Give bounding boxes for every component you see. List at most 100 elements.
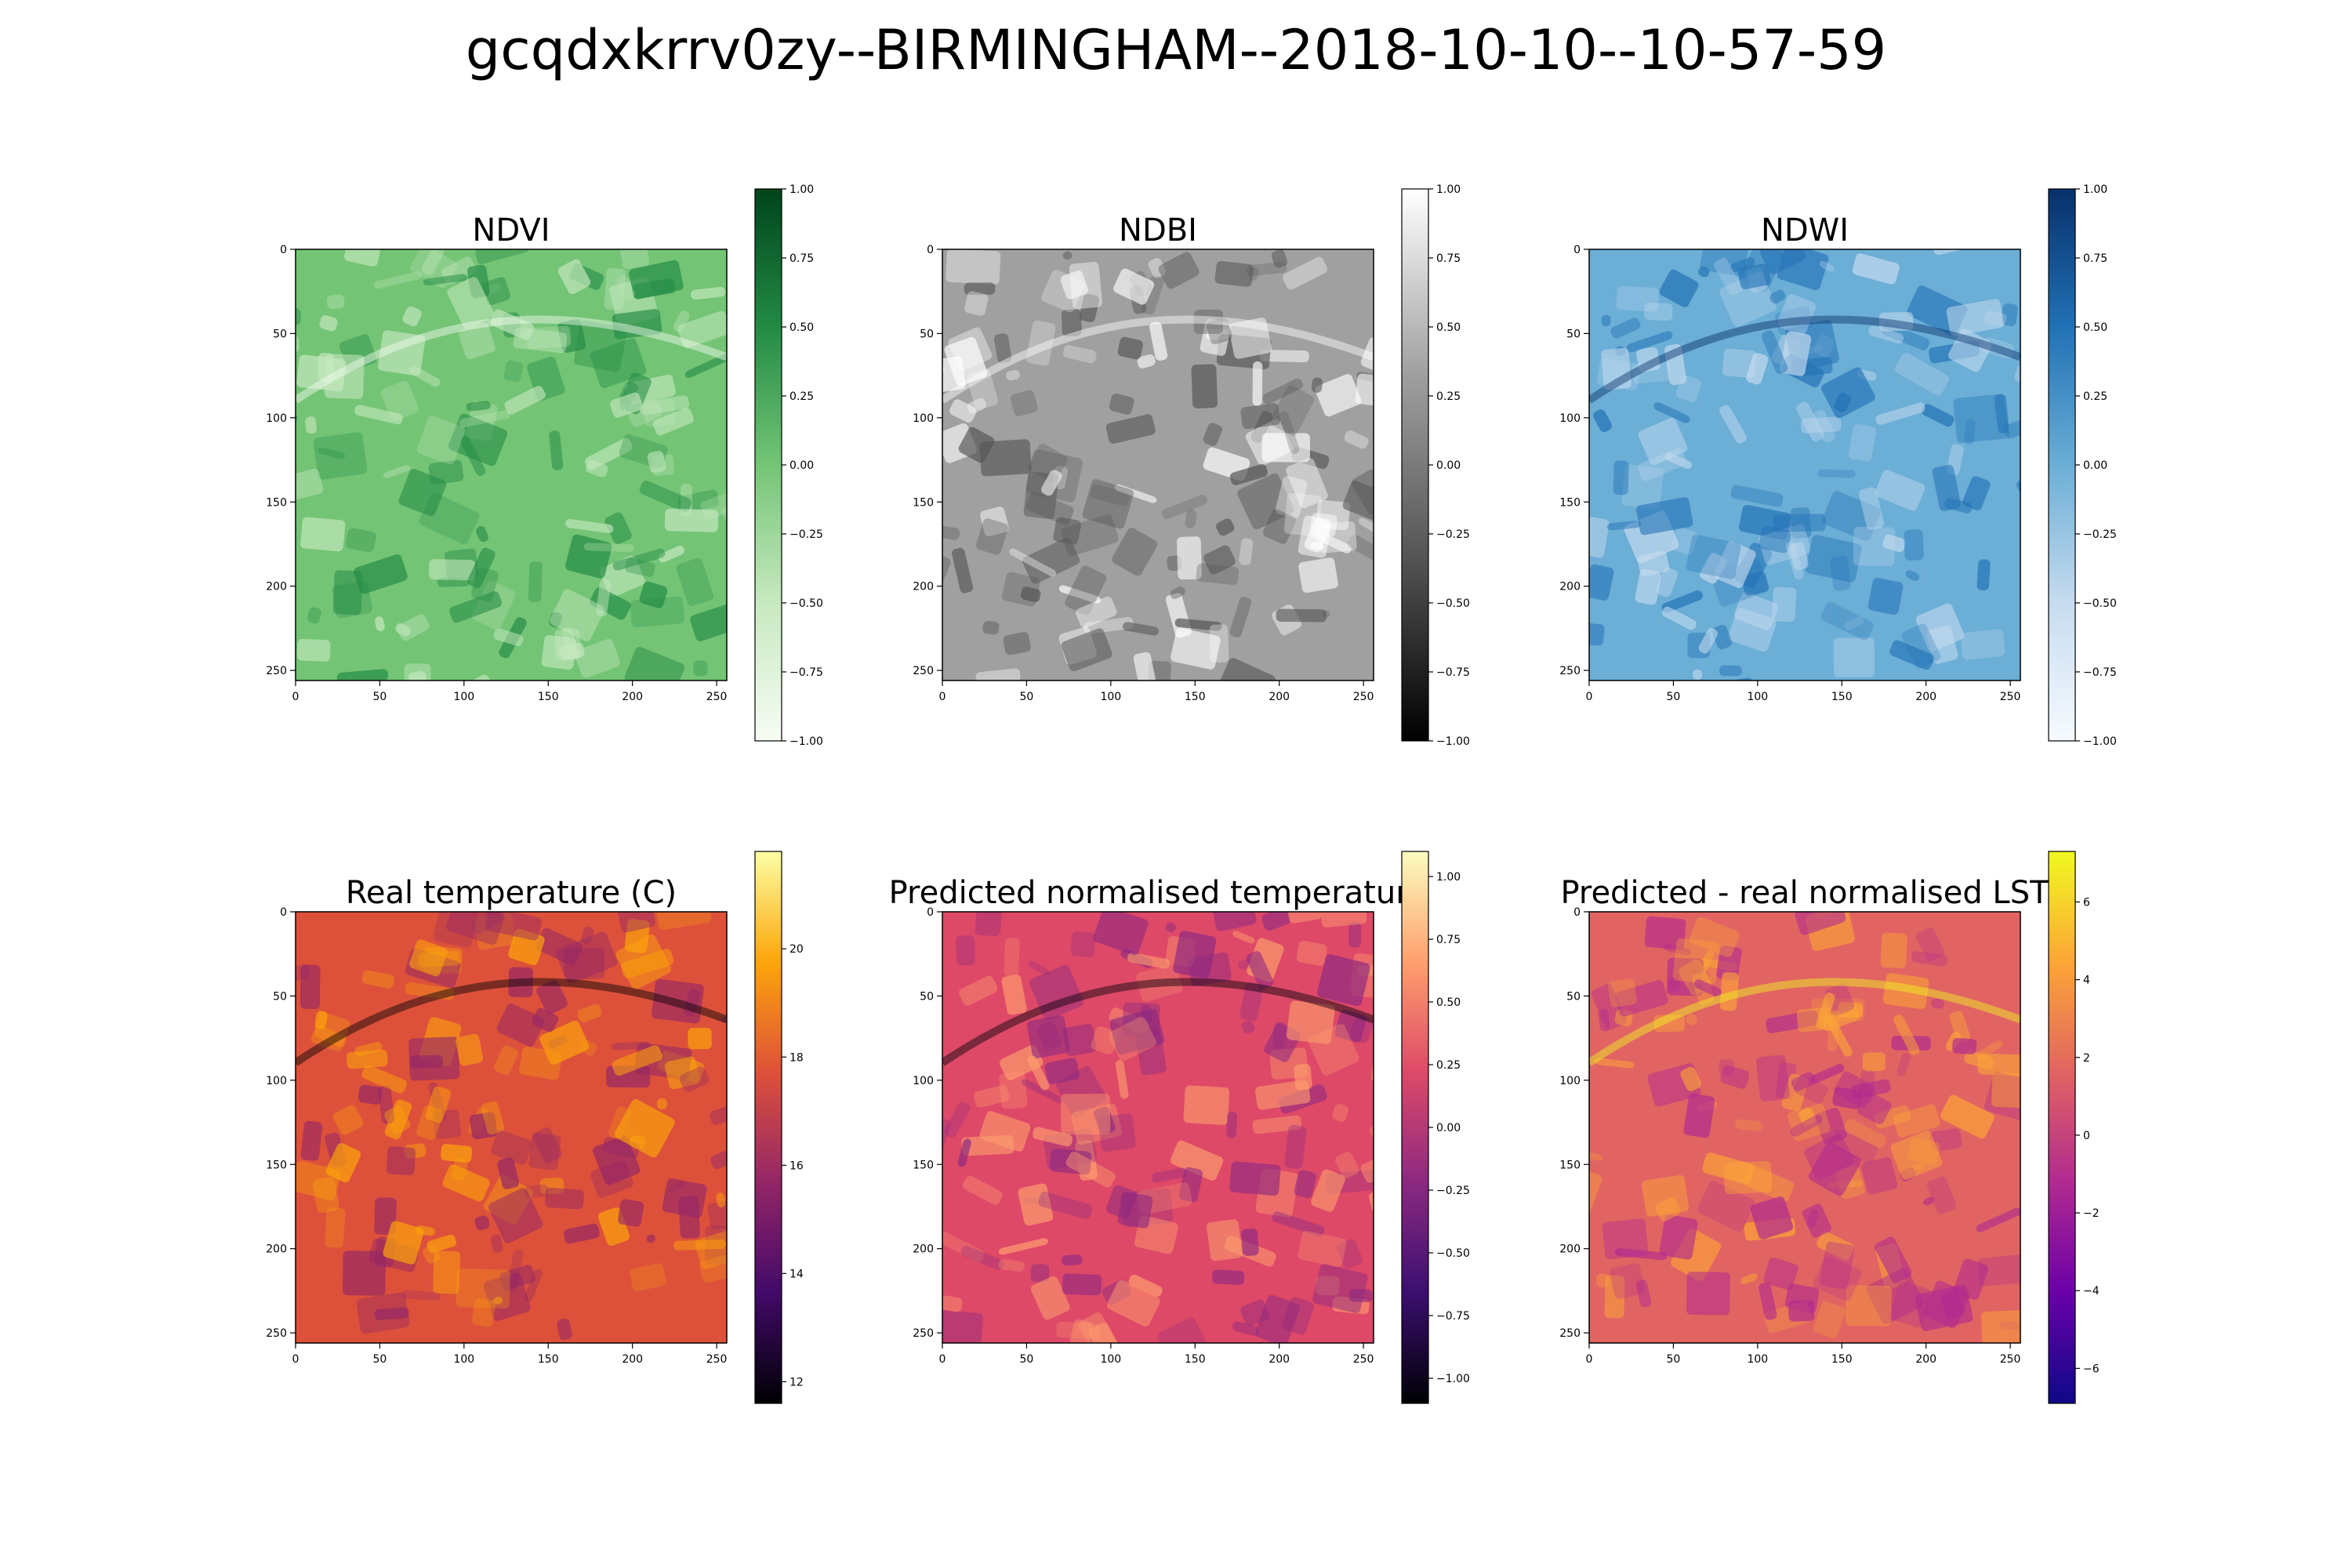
- colorbar-tick-label: −0.50: [1436, 597, 1470, 610]
- y-tick-label: 250: [913, 1327, 934, 1340]
- x-tick-label: 150: [538, 691, 559, 703]
- y-tick-label: 50: [273, 990, 287, 1003]
- heatmap-image: [1589, 912, 2020, 1343]
- colorbar-tick-label: 0.75: [789, 252, 814, 265]
- colorbar-tick-label: 0.00: [1436, 1122, 1461, 1134]
- y-tick-label: 100: [913, 412, 934, 425]
- colorbar-tick-label: 0.50: [1436, 321, 1461, 334]
- x-tick-label: 150: [1185, 1353, 1206, 1366]
- x-tick-label: 0: [1586, 691, 1593, 703]
- colorbar-tick-label: −1.00: [1436, 1373, 1470, 1385]
- x-tick-label: 0: [939, 691, 946, 703]
- y-tick-label: 100: [1559, 412, 1581, 425]
- axes-frame: [295, 249, 728, 681]
- y-tick-label: 250: [266, 665, 287, 677]
- panel-difference-lst: Predicted - real normalised LST 0 50 100 15…: [1559, 851, 2100, 1404]
- x-tick-label: 50: [1667, 691, 1681, 703]
- colorbar-tick-label: 0.75: [1436, 252, 1461, 265]
- x-tick-label: 250: [1353, 1353, 1374, 1366]
- y-tick-label: 100: [266, 412, 287, 425]
- x-tick-label: 100: [1747, 1353, 1768, 1366]
- y-tick-label: 50: [273, 328, 287, 340]
- heatmap-image: [942, 249, 1374, 681]
- y-tick-label: 150: [1559, 1159, 1581, 1171]
- colorbar-tick-label: 0.75: [1436, 934, 1461, 946]
- colorbar-tick-label: −0.25: [789, 528, 823, 541]
- x-tick-label: 0: [292, 1353, 299, 1366]
- colorbar-tick-label: 0.25: [2083, 390, 2107, 403]
- panel-title: NDWI: [1761, 212, 1849, 249]
- y-tick-label: 150: [266, 496, 287, 509]
- colorbar-tick-label: −1.00: [2083, 735, 2117, 748]
- y-tick-label: 0: [927, 906, 934, 919]
- colorbar-tick-label: −0.50: [1436, 1247, 1470, 1260]
- y-tick-label: 0: [280, 244, 287, 256]
- y-tick-label: 200: [1559, 581, 1581, 593]
- x-tick-label: 100: [453, 1353, 474, 1366]
- y-tick-label: 50: [920, 990, 934, 1003]
- colorbar-tick-label: 0.50: [1436, 996, 1461, 1009]
- axes-frame: [1588, 249, 2021, 681]
- x-tick-label: 150: [1185, 691, 1206, 703]
- colorbar-tick-label: 1.00: [1436, 183, 1461, 196]
- colorbar-tick-label: 0: [2083, 1130, 2090, 1142]
- colorbar-tick-label: −0.75: [1436, 666, 1470, 679]
- y-tick-label: 150: [913, 496, 934, 509]
- heatmap-image: [296, 249, 727, 681]
- colorbar-tick-label: −0.50: [2083, 597, 2117, 610]
- colorbar-tick-label: 0.25: [1436, 1059, 1461, 1072]
- colorbar-tick-label: 0.25: [789, 390, 814, 403]
- colorbar-tick-label: −6: [2083, 1363, 2100, 1375]
- x-tick-label: 250: [2000, 1353, 2021, 1366]
- panel-title: Real temperature (C): [346, 875, 677, 911]
- panel-title: Predicted normalised temperature: [889, 875, 1428, 911]
- panel-title: NDVI: [472, 212, 550, 249]
- colorbar-tick-label: 12: [789, 1376, 804, 1388]
- y-tick-label: 250: [1559, 1327, 1581, 1340]
- y-tick-label: 0: [1573, 906, 1581, 919]
- colorbar-tick-label: −1.00: [1436, 735, 1470, 748]
- colorbar-tick-label: −0.25: [1436, 1185, 1470, 1197]
- x-tick-label: 50: [373, 691, 387, 703]
- axes-frame: [942, 911, 1374, 1344]
- panel-title: NDBI: [1119, 212, 1197, 249]
- x-tick-label: 200: [1915, 691, 1936, 703]
- colorbar-tick-label: 1.00: [789, 183, 814, 196]
- colorbar-tick-label: 0.00: [2083, 459, 2107, 472]
- colorbar-tick-label: 18: [789, 1051, 804, 1064]
- colorbar-tick-label: −0.25: [2083, 528, 2117, 541]
- x-tick-label: 200: [1269, 691, 1290, 703]
- x-tick-label: 100: [1100, 1353, 1121, 1366]
- y-tick-label: 200: [266, 581, 287, 593]
- x-tick-label: 100: [453, 691, 474, 703]
- colorbar-tick-label: −2: [2083, 1207, 2100, 1220]
- heatmap-image: [296, 912, 727, 1343]
- colorbar-tick-label: −0.25: [1436, 528, 1470, 541]
- y-tick-label: 100: [913, 1075, 934, 1087]
- panel-predicted-temperature: Predicted normalised temperature 0 50 100 1…: [889, 851, 1470, 1404]
- colorbar: [2048, 188, 2076, 742]
- x-tick-label: 100: [1100, 691, 1121, 703]
- y-tick-label: 200: [266, 1243, 287, 1256]
- x-tick-label: 250: [706, 691, 728, 703]
- y-tick-label: 200: [913, 581, 934, 593]
- figure-title: gcqdxkrrv0zy--BIRMINGHAM--2018-10-10--10…: [466, 18, 1886, 82]
- colorbar-tick-label: 0.50: [789, 321, 814, 334]
- colorbar-tick-label: 2: [2083, 1052, 2090, 1065]
- colorbar-tick-label: −4: [2083, 1285, 2100, 1298]
- y-tick-label: 150: [913, 1159, 934, 1171]
- y-tick-label: 0: [1573, 244, 1581, 256]
- colorbar: [2048, 851, 2076, 1404]
- colorbar-tick-label: 0.50: [2083, 321, 2107, 334]
- panel-ndwi: NDWI 0 50 100 150 200 250 0 50 100 150 200 250 1.00 0…: [1559, 183, 2117, 748]
- colorbar-tick-label: −0.75: [2083, 666, 2117, 679]
- y-tick-label: 150: [266, 1159, 287, 1171]
- x-tick-label: 150: [538, 1353, 559, 1366]
- y-tick-label: 50: [920, 328, 934, 340]
- colorbar: [754, 188, 782, 742]
- y-tick-label: 50: [1566, 328, 1581, 340]
- x-tick-label: 100: [1747, 691, 1768, 703]
- heatmap-image: [1589, 249, 2020, 681]
- y-tick-label: 250: [913, 665, 934, 677]
- panel-ndbi: NDBI 0 50 100 150 200 250 0 50 100 150 200 250 1.00 0…: [913, 183, 1470, 748]
